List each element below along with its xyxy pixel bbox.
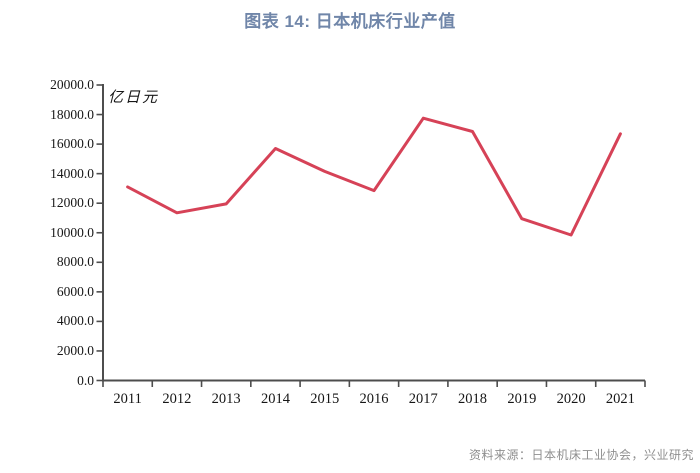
x-axis-tick-label: 2012 <box>162 391 192 407</box>
x-axis-tick-label: 2013 <box>211 391 241 407</box>
x-axis-ticks <box>102 380 646 387</box>
y-axis-tick-label: 8000.0 <box>56 254 94 270</box>
x-axis-tick-label: 2018 <box>458 391 488 407</box>
x-axis-tick-label: 2015 <box>310 391 340 407</box>
y-axis-ticks <box>96 84 103 382</box>
x-axis-tick-label: 2020 <box>556 391 586 407</box>
y-axis-tick-label: 16000.0 <box>50 136 94 152</box>
y-axis-tick-label: 14000.0 <box>50 165 94 181</box>
y-axis-tick-label: 20000.0 <box>50 77 94 92</box>
x-axis-tick-label: 2014 <box>260 391 290 407</box>
y-axis-tick-label: 18000.0 <box>50 106 94 122</box>
x-axis-tick-label: 2017 <box>408 391 438 407</box>
y-axis-tick-label: 2000.0 <box>56 342 94 358</box>
y-axis-tick-label: 6000.0 <box>56 283 94 299</box>
x-axis-tick-label: 2016 <box>359 391 389 407</box>
y-axis-tick-label: 12000.0 <box>50 195 94 211</box>
x-axis-tick-label: 2019 <box>507 391 537 407</box>
y-axis-tick-label: 10000.0 <box>50 224 94 240</box>
series-line <box>126 116 622 237</box>
y-axis-tick-label: 0.0 <box>77 372 94 388</box>
x-axis-tick-label: 2011 <box>113 391 142 407</box>
y-axis-tick-label: 4000.0 <box>56 313 94 329</box>
y-axis-unit-label: 亿日元 <box>108 88 160 106</box>
x-axis-tick-label: 2021 <box>605 391 635 407</box>
source-note: 资料来源：日本机床工业协会，兴业研究 <box>468 448 694 462</box>
chart-title: 图表 14: 日本机床行业产值 <box>244 12 456 31</box>
